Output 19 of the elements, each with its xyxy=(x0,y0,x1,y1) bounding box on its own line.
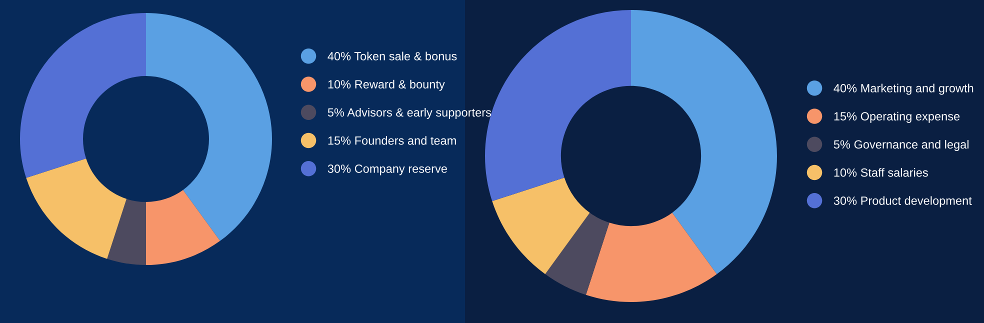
donut-slice xyxy=(26,158,127,259)
donut-slice xyxy=(545,212,610,295)
donut-slice xyxy=(107,198,146,265)
legend-label: 5% Governance and legal xyxy=(834,140,968,151)
legend-label: 40% Token sale & bonus xyxy=(328,52,457,60)
legend-label: 10% Staff salaries xyxy=(834,168,928,177)
donut-slice xyxy=(20,13,146,178)
donut-slice xyxy=(586,212,717,302)
donut-slice xyxy=(631,10,777,274)
legend-label: 15% Founders and team xyxy=(328,136,456,145)
donut-slice xyxy=(146,190,220,265)
legend-label: 40% Marketing and growth xyxy=(834,84,974,95)
legend-label: 30% Company reserve xyxy=(328,164,447,176)
legend-label: 30% Product development xyxy=(834,196,972,208)
legend-label: 5% Advisors & early supporters xyxy=(328,108,492,119)
legend-label: 10% Reward & bounty xyxy=(328,80,445,91)
donut-slice xyxy=(146,13,272,241)
legend-label: 15% Operating expense xyxy=(834,112,960,123)
donut-slice xyxy=(492,178,590,274)
